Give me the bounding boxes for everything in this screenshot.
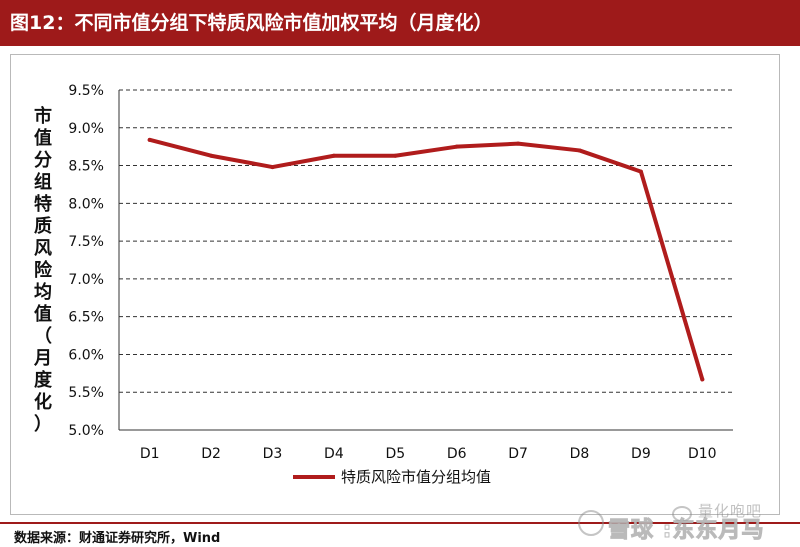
y-axis-label-char: 值: [34, 128, 52, 149]
figure-title-bar: 图12：不同市值分组下特质风险市值加权平均（月度化）: [0, 0, 800, 46]
y-axis-label-char: 险: [34, 260, 52, 281]
data-point: [270, 165, 275, 170]
y-axis-label-char: 质: [34, 216, 52, 237]
y-axis-label: 市值分组特质风险均值（月度化）: [32, 106, 54, 436]
watermark: 量化咆吧 雪球 :东东月马: [578, 496, 800, 544]
series-line: [147, 137, 705, 382]
data-point: [700, 377, 705, 382]
y-tick-label: 7.0%: [68, 272, 104, 288]
x-tick-label: D1: [140, 446, 160, 462]
chart-frame: [10, 54, 780, 515]
figure-title: 图12：不同市值分组下特质风险市值加权平均（月度化）: [10, 12, 493, 34]
data-point: [454, 144, 459, 149]
x-tick-label: D10: [688, 446, 717, 462]
data-point: [516, 141, 521, 146]
y-tick-label: 6.5%: [68, 310, 104, 326]
y-axis-label-char: 均: [34, 282, 52, 303]
y-axis-label-char: 月: [34, 348, 52, 369]
y-axis-label-char: （: [34, 326, 52, 347]
y-axis-label-char: 度: [34, 370, 52, 391]
y-tick-label: 7.5%: [68, 234, 104, 250]
data-point: [393, 153, 398, 158]
snowball-logo-icon: [578, 510, 604, 536]
y-axis-label-char: 分: [34, 150, 52, 171]
y-axis-label-char: ）: [34, 414, 52, 435]
y-axis-label-char: 组: [34, 172, 52, 193]
x-tick-label: D3: [263, 446, 283, 462]
data-point: [638, 169, 643, 174]
data-point: [209, 153, 214, 158]
source-note: 数据来源：财通证券研究所，Wind: [14, 531, 221, 546]
watermark-line-2: 雪球 :东东月马: [607, 518, 765, 544]
y-axis-label-char: 市: [34, 106, 52, 127]
wechat-logo-icon: [672, 506, 692, 522]
x-tick-label: D4: [324, 446, 344, 462]
data-point: [147, 137, 152, 142]
y-tick-label: 5.0%: [68, 423, 104, 439]
y-axis-label-char: 特: [34, 194, 52, 215]
y-tick-label: 8.5%: [68, 159, 104, 175]
y-tick-label: 9.0%: [68, 121, 104, 137]
x-tick-label: D5: [385, 446, 405, 462]
x-tick-label: D8: [570, 446, 590, 462]
x-tick-label: D7: [508, 446, 528, 462]
watermark-line-1: 量化咆吧: [698, 502, 763, 520]
y-axis-label-char: 值: [34, 304, 52, 325]
x-tick-label: D6: [447, 446, 467, 462]
y-tick-label: 9.5%: [68, 83, 104, 99]
footer-divider: [0, 522, 800, 524]
y-axis-label-char: 风: [34, 238, 52, 259]
x-tick-label: D9: [631, 446, 651, 462]
y-tick-label: 8.0%: [68, 196, 104, 212]
data-point: [331, 153, 336, 158]
y-axis-label-char: 化: [34, 392, 52, 413]
legend-label: 特质风险市值分组均值: [341, 468, 491, 486]
y-tick-label: 5.5%: [68, 385, 104, 401]
data-point: [577, 148, 582, 153]
x-tick-label: D2: [201, 446, 221, 462]
y-tick-label: 6.0%: [68, 347, 104, 363]
